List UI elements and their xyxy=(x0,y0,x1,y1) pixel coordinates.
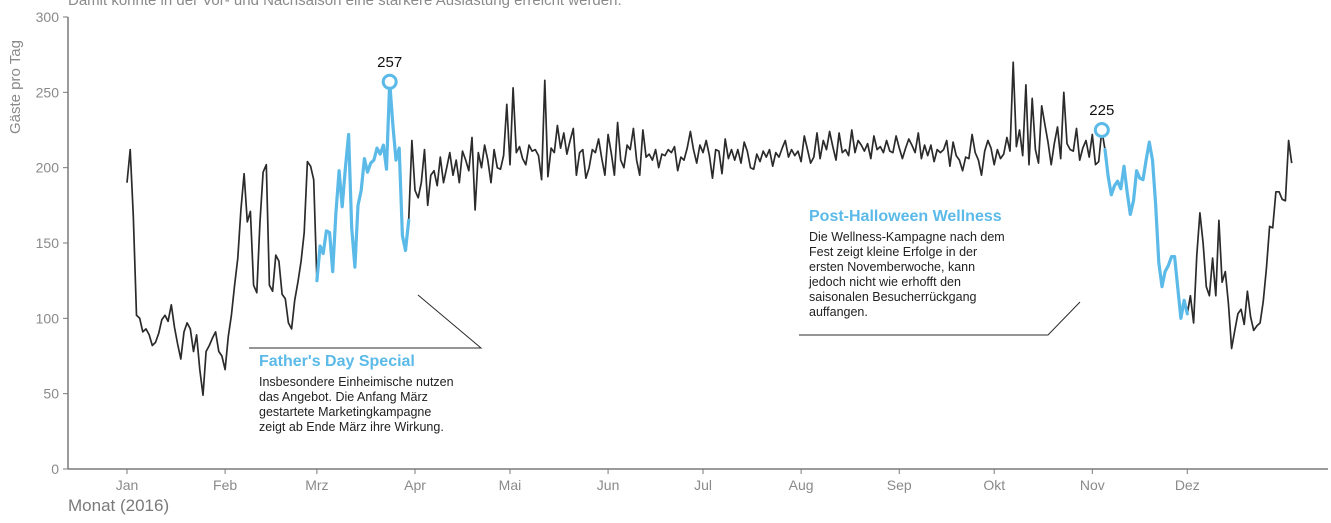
y-tick-label: 0 xyxy=(51,461,59,477)
y-tick-label: 300 xyxy=(36,9,60,25)
peak-marker xyxy=(1093,122,1110,138)
halloween-line: auffangen. xyxy=(809,305,868,319)
x-tick-label: Dez xyxy=(1175,477,1200,493)
fathers-day-highlight xyxy=(315,80,411,283)
fathers-day-body: Insbesondere Einheimische nutzen das Ang… xyxy=(259,375,454,435)
halloween-line: ersten Novemberwoche, kann xyxy=(809,260,976,274)
peak-marker xyxy=(381,73,398,90)
series-layer xyxy=(126,61,1293,397)
x-tick-label: Nov xyxy=(1080,477,1105,493)
halloween-line: jedoch nicht wie erhofft den xyxy=(809,275,961,289)
series-line xyxy=(126,61,1293,397)
y-tick-label: 50 xyxy=(43,386,59,402)
halloween-title: Post-Halloween Wellness xyxy=(809,208,1002,225)
y-axis-label: Gäste pro Tag xyxy=(7,40,24,134)
chart-subtitle: Damit könnte in der Vor- und Nachsaison … xyxy=(68,0,622,9)
x-tick-label: Jan xyxy=(116,477,139,493)
halloween-highlight xyxy=(1103,140,1189,320)
peak-label: 257 xyxy=(377,54,402,71)
y-tick-label: 250 xyxy=(36,84,60,100)
fathers-day-annotation: Father's Day Special Insbesondere Einhei… xyxy=(259,353,454,435)
halloween-line: Die Wellness-Kampagne nach dem xyxy=(809,230,1005,244)
x-tick-label: Mai xyxy=(499,477,522,493)
halloween-callout-line xyxy=(799,301,1081,336)
fathers-day-line: gestartete Marketingkampagne xyxy=(259,405,432,419)
fathers-day-title: Father's Day Special xyxy=(259,353,415,370)
x-axis-label: Monat (2016) xyxy=(68,496,170,515)
y-tick-label: 150 xyxy=(36,235,60,251)
fathers-day-line: zeigt ab Ende März ihre Wirkung. xyxy=(259,420,444,434)
x-tick-label: Mrz xyxy=(305,477,328,493)
peak-layer: 257 225 xyxy=(377,54,1114,138)
y-tick-label: 100 xyxy=(36,310,60,326)
halloween-body: Die Wellness-Kampagne nach dem Fest zeig… xyxy=(809,230,1005,320)
fathers-day-line: Insbesondere Einheimische nutzen xyxy=(259,375,454,389)
halloween-line: Fest zeigt kleine Erfolge in der xyxy=(809,245,978,259)
halloween-annotation: Post-Halloween Wellness Die Wellness-Kam… xyxy=(809,208,1005,320)
fathers-day-line: das Angebot. Die Anfang März xyxy=(259,390,428,404)
x-tick-label: Jul xyxy=(694,477,712,493)
x-tick-label: Jun xyxy=(597,477,620,493)
x-tick-label: Feb xyxy=(213,477,237,493)
peak-label: 225 xyxy=(1089,102,1114,119)
callout-lines xyxy=(249,294,1081,349)
x-tick-label: Sep xyxy=(887,477,912,493)
y-tick-label: 200 xyxy=(36,160,60,176)
x-tick-label: Aug xyxy=(789,477,814,493)
axes: 0 50 100 150 200 250 300 Jan Feb Mrz Apr Mai Jun Jul A… xyxy=(36,9,1328,493)
fathers-day-callout-line xyxy=(249,294,483,349)
x-tick-label: Okt xyxy=(983,477,1005,493)
x-tick-label: Apr xyxy=(404,477,426,493)
halloween-line: saisonalen Besucherrückgang xyxy=(809,290,977,304)
